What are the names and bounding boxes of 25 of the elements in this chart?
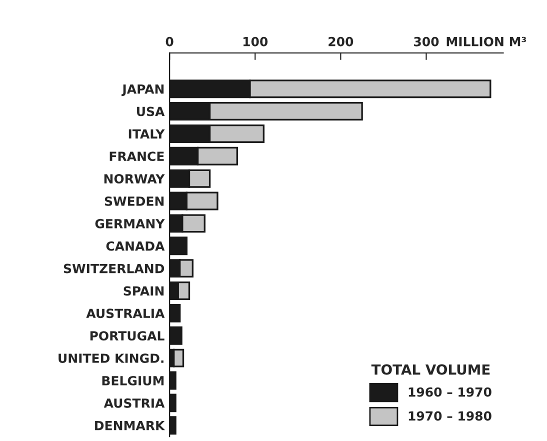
y-tick-label: DENMARK (95, 421, 166, 430)
y-tick-label: PORTUGAL (90, 331, 164, 341)
legend-label: 1960 – 1970 (408, 387, 492, 397)
y-tick-label: NORWAY (104, 174, 165, 184)
y-tick-label: GERMANY (95, 218, 165, 228)
y-tick-label: SPAIN (124, 286, 164, 296)
y-tick-label: BELGIUM (102, 376, 164, 386)
y-tick-label: AUSTRALIA (86, 308, 165, 318)
x-tick-label: 200 (328, 36, 354, 46)
y-tick-label: SWITZERLAND (64, 264, 164, 274)
y-tick-label: JAPAN (122, 84, 164, 96)
y-tick-label: ITALY (128, 129, 165, 138)
y-tick-label: UNITED KINGD. (58, 354, 164, 363)
y-tick-label: AUSTRIA (104, 398, 165, 408)
legend-label: 1970 – 1980 (408, 411, 492, 421)
x-tick-label: 300 (414, 36, 439, 46)
x-axis-title: MILLION M³ (446, 36, 526, 46)
y-tick-label: USA (137, 106, 165, 116)
y-tick-label: FRANCE (110, 152, 164, 162)
y-tick-label: SWEDEN (104, 196, 164, 206)
legend-title: TOTAL VOLUME (371, 364, 490, 375)
y-tick-label: CANADA (106, 241, 165, 251)
bar (173, 348, 184, 368)
x-tick-label: 0 (166, 36, 174, 46)
x-tick-label: 100 (243, 36, 268, 46)
